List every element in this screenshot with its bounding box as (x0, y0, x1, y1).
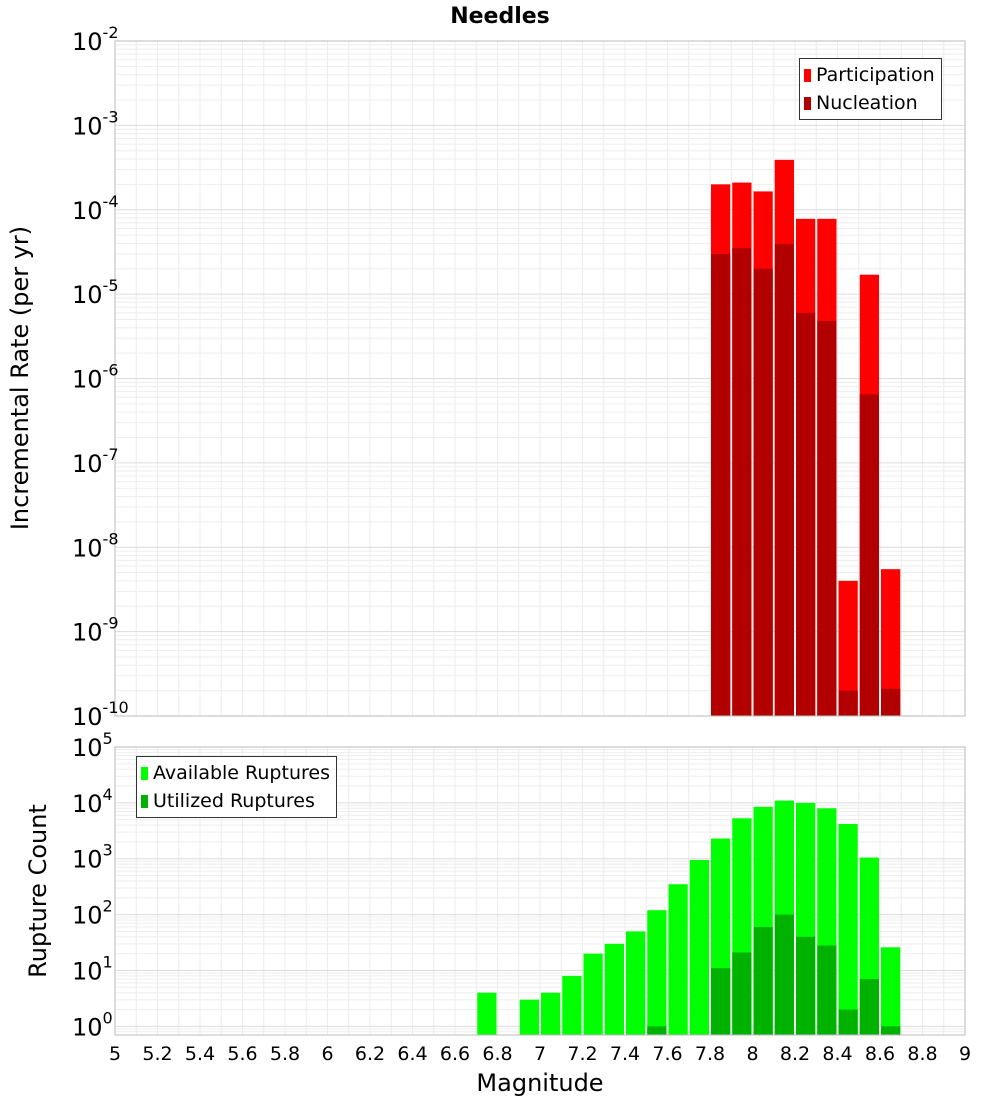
x-axis-label: Magnitude (476, 1069, 603, 1097)
bar-count-0 (541, 992, 561, 1035)
grid-rate (114, 40, 966, 717)
bar-count-0 (668, 884, 688, 1035)
bar-count-0 (604, 943, 624, 1035)
bar-count-1 (711, 968, 731, 1035)
x-tick-label: 6 (321, 1043, 333, 1065)
bar-rate-0 (838, 580, 858, 716)
plot-border-count (114, 746, 966, 1036)
bar-count-1 (774, 914, 794, 1035)
y-tick-label-rate: 10-2 (72, 23, 119, 56)
bar-count-0 (583, 953, 603, 1035)
bar-count-1 (753, 927, 773, 1035)
x-tick-label: 6.6 (440, 1043, 470, 1065)
bar-count-0 (626, 931, 646, 1035)
x-tick-label: 8.8 (907, 1043, 937, 1065)
x-tick-label: 6.4 (397, 1043, 427, 1065)
bar-count-1 (859, 979, 879, 1035)
legend-item-participation: Participation (804, 61, 935, 89)
x-tick-label: 7 (534, 1043, 546, 1065)
x-tick-label: 8.4 (822, 1043, 852, 1065)
legend-item-available: Available Ruptures (141, 759, 330, 787)
bar-rate-1 (796, 312, 816, 716)
y-tick-label-rate: 10-4 (72, 192, 119, 225)
legend-swatch-available (141, 766, 148, 780)
bar-rate-1 (838, 690, 858, 716)
y-tick-label-rate: 10-3 (72, 107, 119, 140)
x-tick-label: 5.6 (227, 1043, 257, 1065)
bar-count-0 (562, 975, 582, 1035)
x-tick-label: 7.4 (610, 1043, 640, 1065)
chart-title: Needles (450, 4, 550, 29)
plot-border-rate (114, 40, 966, 717)
bar-rate-0 (881, 569, 901, 716)
bar-count-1 (881, 1026, 901, 1035)
legend-item-nucleation: Nucleation (804, 89, 935, 117)
legend-item-utilized: Utilized Ruptures (141, 787, 330, 815)
bar-series-rate-1 (711, 244, 901, 717)
bar-rate-1 (817, 321, 837, 716)
legend-label-utilized: Utilized Ruptures (153, 790, 315, 812)
bar-rate-1 (711, 253, 731, 716)
y-tick-label-count: 105 (72, 729, 113, 762)
y-tick-label-rate: 10-9 (72, 614, 119, 647)
bar-count-0 (838, 823, 858, 1035)
x-tick-label: 8 (746, 1043, 758, 1065)
y-tick-label-count: 100 (72, 1008, 113, 1041)
bar-rate-1 (774, 244, 794, 717)
bar-count-1 (796, 936, 816, 1035)
x-tick-label: 9 (959, 1043, 971, 1065)
bar-count-0 (519, 999, 539, 1035)
y-tick-label-count: 101 (72, 952, 113, 985)
bar-count-1 (838, 1009, 858, 1035)
y-axis-label-rate: Incremental Rate (per yr) (6, 226, 34, 530)
x-tick-label: 5.8 (270, 1043, 300, 1065)
bar-rate-1 (732, 248, 752, 717)
bar-rate-1 (859, 394, 879, 716)
y-tick-label-count: 103 (72, 841, 113, 874)
bar-count-0 (881, 947, 901, 1035)
y-tick-label-rate: 10-10 (72, 698, 129, 731)
bar-count-1 (647, 1026, 667, 1035)
bar-rate-1 (881, 688, 901, 716)
x-tick-label: 6.2 (355, 1043, 385, 1065)
legend-label-participation: Participation (816, 64, 935, 86)
bar-count-0 (647, 910, 667, 1035)
x-tick-label: 5.4 (185, 1043, 215, 1065)
legend-swatch-utilized (141, 794, 148, 808)
bar-rate-1 (753, 268, 773, 716)
legend-swatch-nucleation (804, 96, 811, 110)
bar-count-0 (477, 992, 497, 1035)
x-tick-label: 7.2 (567, 1043, 597, 1065)
y-tick-label-rate: 10-6 (72, 361, 119, 394)
legend-rate: Participation Nucleation (799, 58, 942, 120)
y-tick-label-count: 104 (72, 785, 113, 818)
legend-swatch-participation (804, 68, 811, 82)
x-tick-label: 8.6 (865, 1043, 895, 1065)
x-tick-label: 8.2 (780, 1043, 810, 1065)
y-axis-label-count: Rupture Count (24, 804, 52, 978)
bar-count-0 (689, 859, 709, 1035)
x-tick-label: 7.8 (695, 1043, 725, 1065)
x-tick-label: 5 (109, 1043, 121, 1065)
bar-count-1 (817, 945, 837, 1035)
bar-series-count-1 (647, 914, 901, 1035)
bar-count-1 (732, 952, 752, 1035)
y-tick-label-rate: 10-8 (72, 529, 119, 562)
y-tick-label-count: 102 (72, 897, 113, 930)
y-tick-label-rate: 10-5 (72, 276, 119, 309)
y-tick-label-rate: 10-7 (72, 445, 119, 478)
x-tick-label: 6.8 (482, 1043, 512, 1065)
legend-rupture-count: Available Ruptures Utilized Ruptures (136, 756, 337, 818)
x-tick-label: 5.2 (142, 1043, 172, 1065)
x-tick-label: 7.6 (652, 1043, 682, 1065)
legend-label-available: Available Ruptures (153, 762, 330, 784)
legend-label-nucleation: Nucleation (816, 92, 918, 114)
